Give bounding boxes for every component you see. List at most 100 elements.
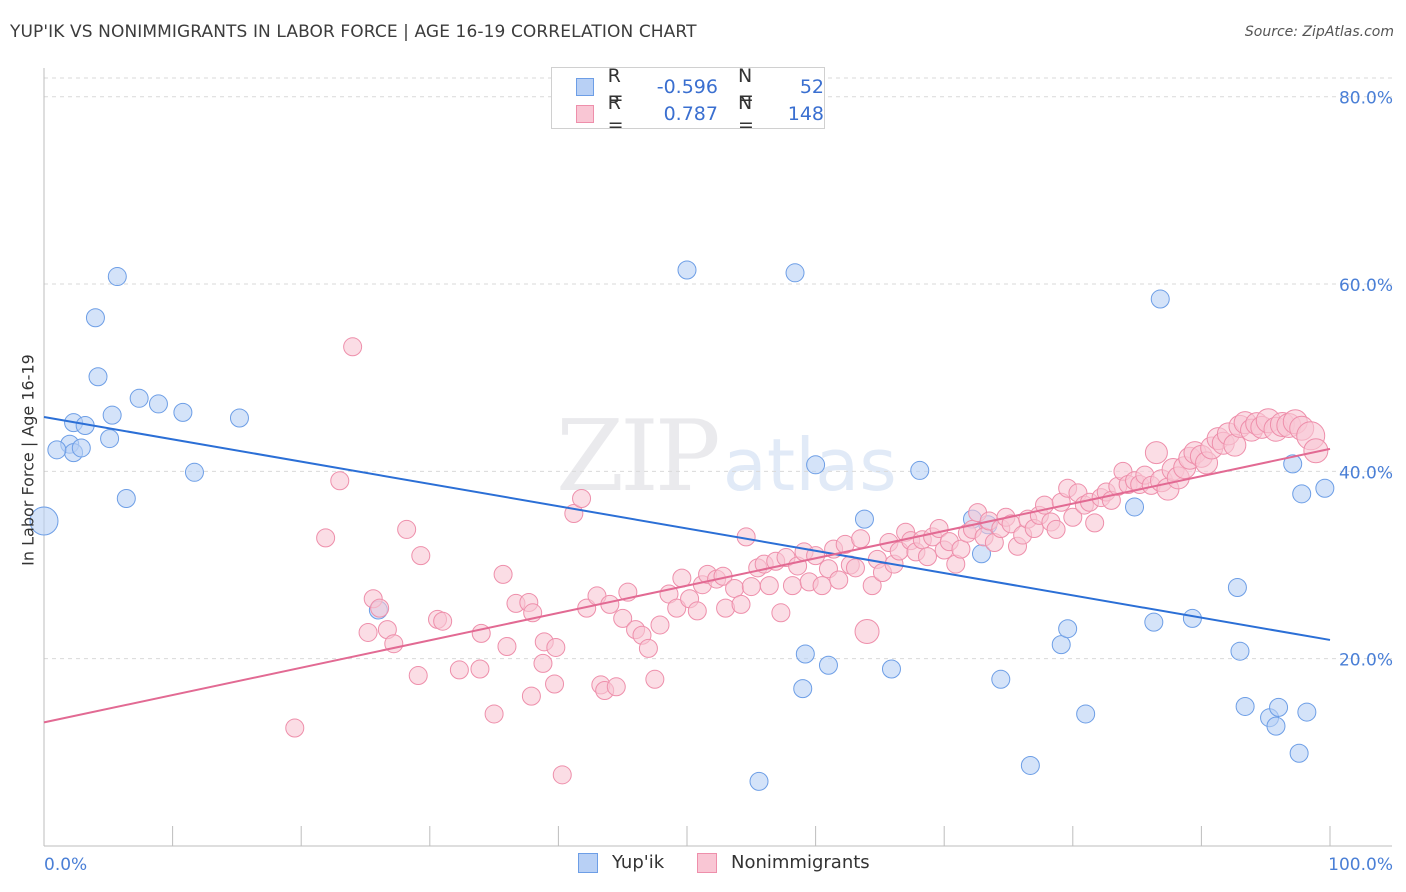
point-nonimmigrants	[845, 558, 865, 578]
point-yupik	[1269, 697, 1289, 717]
x-tick-label: 0.0%	[44, 855, 87, 875]
point-nonimmigrants	[687, 601, 707, 621]
point-yupik	[1235, 696, 1255, 716]
point-yupik	[229, 408, 249, 428]
point-nonimmigrants	[650, 615, 670, 635]
point-nonimmigrants	[316, 528, 336, 548]
point-nonimmigrants	[854, 619, 880, 645]
tick-labels: 20.0% 40.0% 60.0% 80.0% 0.0% 100.0%	[44, 89, 1393, 875]
point-yupik	[173, 402, 193, 422]
point-yupik	[1297, 702, 1317, 722]
legend-swatch-yupik	[576, 78, 594, 96]
point-yupik	[806, 455, 826, 475]
data-points	[29, 260, 1335, 791]
legend-n-value-nonimmigrants: 148	[787, 103, 824, 125]
point-nonimmigrants	[812, 576, 832, 596]
legend-swatch-nonimmigrants	[697, 852, 717, 873]
point-yupik	[1020, 755, 1040, 775]
point-nonimmigrants	[545, 674, 565, 694]
y-tick-label: 60.0%	[1339, 276, 1393, 296]
point-yupik	[910, 460, 930, 480]
point-nonimmigrants	[546, 637, 566, 657]
point-yupik	[1150, 289, 1170, 309]
legend-row-nonimmigrants: R = 0.787 N = 148	[576, 92, 824, 136]
point-yupik	[1058, 619, 1078, 639]
legend-r-label: R =	[607, 92, 624, 136]
legend-r-label: R =	[607, 65, 624, 109]
point-nonimmigrants	[917, 547, 937, 567]
point-yupik	[749, 771, 769, 791]
point-nonimmigrants	[829, 570, 849, 590]
point-yupik	[1266, 716, 1286, 736]
point-yupik	[71, 438, 91, 458]
point-nonimmigrants	[782, 576, 802, 596]
y-axis-label: In Labor Force | Age 16-19	[18, 354, 38, 566]
point-nonimmigrants	[1303, 438, 1329, 464]
point-yupik	[1315, 478, 1335, 498]
point-yupik	[991, 669, 1011, 689]
point-yupik	[1283, 454, 1303, 474]
point-yupik	[1230, 641, 1250, 661]
point-nonimmigrants	[951, 539, 971, 559]
legend-r-value-nonimmigrants: 0.787	[663, 103, 718, 125]
point-nonimmigrants	[741, 577, 761, 597]
point-nonimmigrants	[862, 576, 882, 596]
point-nonimmigrants	[851, 529, 871, 549]
chart-title: YUP'IK VS NONIMMIGRANTS IN LABOR FORCE |…	[10, 22, 697, 42]
point-nonimmigrants	[606, 677, 626, 697]
point-nonimmigrants	[1085, 513, 1105, 533]
point-nonimmigrants	[411, 546, 431, 566]
point-yupik	[85, 308, 105, 328]
point-yupik	[1227, 578, 1247, 598]
point-nonimmigrants	[330, 471, 350, 491]
point-nonimmigrants	[397, 519, 417, 539]
point-yupik	[148, 394, 168, 414]
point-nonimmigrants	[370, 598, 390, 618]
y-tick-label: 20.0%	[1339, 651, 1393, 671]
legend-swatch-nonimmigrants	[576, 105, 594, 123]
legend-item-nonimmigrants[interactable]: Nonimmigrants	[697, 852, 870, 873]
point-nonimmigrants	[449, 660, 469, 680]
point-yupik	[1144, 612, 1164, 632]
axes	[43, 68, 1392, 847]
point-yupik	[1292, 484, 1312, 504]
point-nonimmigrants	[470, 659, 490, 679]
point-nonimmigrants	[408, 666, 428, 686]
point-nonimmigrants	[759, 576, 779, 596]
point-nonimmigrants	[521, 686, 541, 706]
point-yupik	[184, 462, 204, 482]
point-yupik	[129, 388, 149, 408]
point-nonimmigrants	[358, 622, 378, 642]
point-nonimmigrants	[533, 653, 553, 673]
point-nonimmigrants	[497, 637, 517, 657]
point-nonimmigrants	[343, 337, 363, 357]
point-yupik	[88, 367, 108, 387]
point-nonimmigrants	[552, 765, 572, 785]
trend-line-nonimmigrants	[43, 447, 1331, 724]
legend-r-value-yupik: -0.596	[656, 76, 718, 98]
point-yupik	[107, 267, 127, 287]
legend-swatch-yupik	[578, 852, 598, 873]
point-nonimmigrants	[433, 611, 453, 631]
y-tick-label: 40.0%	[1339, 463, 1393, 483]
point-yupik	[785, 263, 805, 283]
legend-n-value-yupik: 52	[799, 76, 824, 98]
point-yupik	[1289, 743, 1309, 763]
point-nonimmigrants	[731, 594, 751, 614]
point-yupik	[854, 509, 874, 529]
point-nonimmigrants	[725, 578, 745, 598]
point-nonimmigrants	[638, 638, 658, 658]
legend-item-yupik[interactable]: Yup'ik	[578, 852, 664, 873]
point-yupik	[677, 260, 697, 280]
point-yupik	[881, 659, 901, 679]
point-yupik	[1051, 635, 1071, 655]
point-nonimmigrants	[572, 489, 592, 509]
point-yupik	[116, 489, 136, 509]
point-nonimmigrants	[1046, 519, 1066, 539]
point-yupik	[818, 655, 838, 675]
legend-n-label: N =	[737, 92, 754, 136]
x-tick-label: 100.0%	[1328, 855, 1393, 875]
legend-n-label: N =	[737, 65, 754, 109]
point-nonimmigrants	[613, 608, 633, 628]
